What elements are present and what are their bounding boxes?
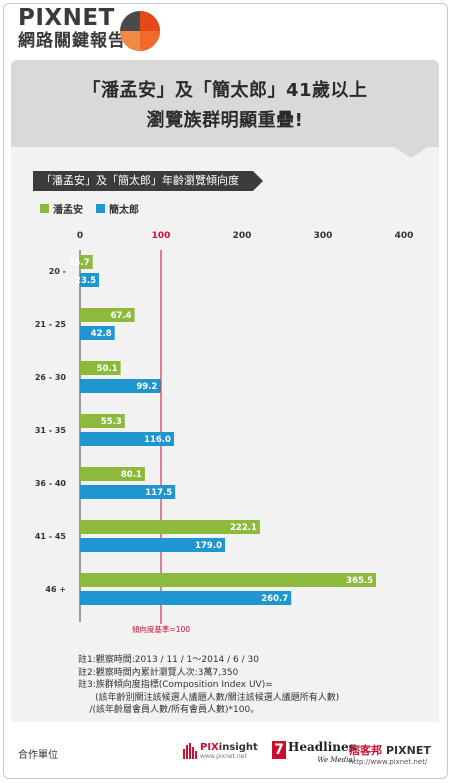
legend-item-series2: 簡太郎 <box>96 201 139 216</box>
category-label: 41 - 45 <box>35 532 67 541</box>
bar-series1 <box>80 361 121 375</box>
bar-value-label: 116.0 <box>144 435 171 445</box>
pixinsight-logo: PIXinsight www.pixnet.net <box>183 742 258 760</box>
pixinsight-url: www.pixnet.net <box>200 753 247 760</box>
headline-line-2: 瀏覽族群明顯重疊! <box>146 110 304 131</box>
footnote-1: 註1:觀察時間:2013 / 11 / 1～2014 / 6 / 30 <box>78 655 259 665</box>
bar-value-label: 42.8 <box>91 329 112 339</box>
bar-series1 <box>80 467 145 481</box>
bar-value-label: 260.7 <box>261 594 288 604</box>
category-label: 46 + <box>45 585 66 594</box>
bar-series2 <box>80 273 100 287</box>
bar-value-label: 23.5 <box>75 276 96 286</box>
7headlines-logo: 7 Headlines We Media! <box>272 741 355 767</box>
bar-series1 <box>80 573 377 587</box>
pixinsight-prefix: PIX <box>200 742 219 753</box>
legend-label-series2: 簡太郎 <box>109 205 139 216</box>
footnote-3: 註3:族群傾向度指標(Composition Index UV)= <box>78 680 273 690</box>
legend-swatch-series2 <box>96 204 105 213</box>
pixnet-logo-zh: 痞客邦 <box>349 744 382 757</box>
bar-value-label: 179.0 <box>195 541 222 551</box>
category-label: 20 - <box>49 267 66 276</box>
bar-value-label: 117.5 <box>145 488 172 498</box>
bar-series2 <box>80 432 174 446</box>
category-label: 21 - 25 <box>35 320 67 329</box>
7headlines-tagline: We Media! <box>317 756 356 764</box>
bar-series2 <box>80 326 115 340</box>
footnotes: 註1:觀察時間:2013 / 11 / 1～2014 / 6 / 30 註2:觀… <box>78 654 339 717</box>
bar-series1 <box>80 520 260 534</box>
bar-value-label: 67.4 <box>111 311 132 321</box>
7headlines-number: 7 <box>272 741 286 759</box>
bar-series1 <box>80 308 135 322</box>
equalizer-icon <box>183 743 197 759</box>
brand-header: PIXNET 網路關鍵報告 <box>18 6 126 51</box>
7headlines-name: Headlines <box>288 740 356 754</box>
pixinsight-suffix: insight <box>218 742 258 753</box>
x-tick-label: 0 <box>77 231 83 241</box>
bar-value-label: 80.1 <box>121 470 142 480</box>
bar-series2 <box>80 379 161 393</box>
pixnet-logo: 痞客邦 PIXNET http://www.pixnet.net/ <box>349 742 431 767</box>
brand-name-zh: 網路關鍵報告 <box>18 31 126 51</box>
brand-name-en: PIXNET <box>18 5 115 31</box>
x-tick-label: 400 <box>395 231 414 241</box>
bar-value-label: 365.5 <box>346 576 373 586</box>
category-label: 31 - 35 <box>35 426 67 435</box>
pixnet-url: http://www.pixnet.net/ <box>349 758 428 766</box>
bar-value-label: 15.7 <box>69 258 90 268</box>
bar-series2 <box>80 485 176 499</box>
category-label: 26 - 30 <box>35 373 67 382</box>
bar-series1 <box>80 414 125 428</box>
bar-value-label: 222.1 <box>230 523 257 533</box>
headline-notch <box>394 147 428 158</box>
footnote-2: 註2:觀察時間內累計瀏覽人次:3萬7,350 <box>78 667 239 678</box>
legend-item-series1: 潘孟安 <box>40 201 83 216</box>
x-tick-label: 300 <box>314 231 333 241</box>
footnote-3-formula-b: /(該年齡層會員人數/所有會員人數)*100。 <box>78 705 260 715</box>
x-tick-label: 200 <box>233 231 252 241</box>
bar-series2 <box>80 538 225 552</box>
bar-value-label: 99.2 <box>136 382 157 392</box>
legend-label-series1: 潘孟安 <box>53 205 83 216</box>
chart-subtitle: 「潘孟安」及「簡太郎」年齡瀏覽傾向度 <box>33 171 263 191</box>
bar-series2 <box>80 591 292 605</box>
legend-swatch-series1 <box>40 204 49 213</box>
footnote-3-formula-a: (該年齡別關注該候選人議題人數/關注該候選人議題所有人數) <box>78 692 340 703</box>
pie-logo-icon <box>120 11 160 51</box>
bar-value-label: 50.1 <box>97 364 118 374</box>
x-tick-label: 100 <box>152 231 171 241</box>
category-label: 36 - 40 <box>35 479 67 488</box>
headline-line-1: 「潘孟安」及「簡太郎」41歲以上 <box>82 80 368 101</box>
pixnet-logo-en: PIXNET <box>386 743 431 757</box>
baseline-label: 傾向度基準=100 <box>132 624 190 634</box>
bar-series1 <box>80 255 93 269</box>
headline-panel: 「潘孟安」及「簡太郎」41歲以上 瀏覽族群明顯重疊! <box>11 60 439 148</box>
partners-label: 合作單位 <box>18 750 58 761</box>
bar-value-label: 55.3 <box>101 417 122 427</box>
